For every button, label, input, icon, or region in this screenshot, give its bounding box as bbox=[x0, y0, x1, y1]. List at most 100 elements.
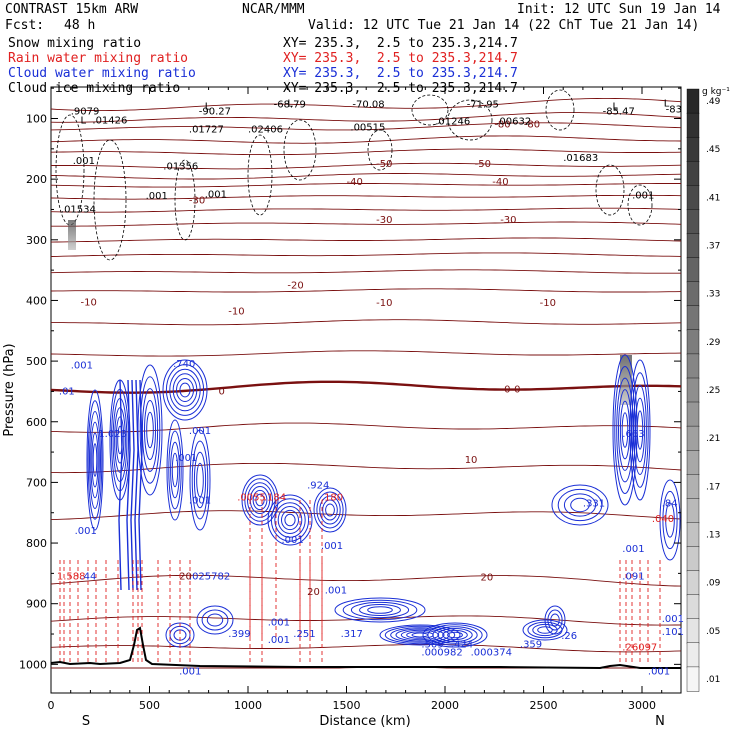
colorbar-segment bbox=[686, 209, 700, 235]
y-tick-label: 200 bbox=[26, 173, 47, 186]
isotherm-label: -30 bbox=[500, 215, 516, 226]
extremum-label: .331 bbox=[583, 499, 605, 510]
cloud-water-contour bbox=[395, 628, 445, 642]
isotherm-label: -10 bbox=[376, 298, 392, 309]
cloud-water-contour bbox=[635, 397, 645, 463]
cloud-water-contour bbox=[141, 388, 159, 472]
colorbar-label: .49 bbox=[706, 97, 721, 107]
extremum-label: .01 bbox=[59, 387, 75, 398]
isotherm-line bbox=[50, 148, 682, 156]
org-label: NCAR/MMM bbox=[242, 2, 305, 17]
cloud-water-contour bbox=[112, 398, 128, 482]
colorbar-segment bbox=[686, 136, 700, 162]
colorbar-label: .29 bbox=[706, 338, 721, 348]
extremum-label: .001 bbox=[189, 426, 211, 437]
isotherm-line bbox=[51, 162, 682, 170]
cloud-water-contour bbox=[316, 491, 344, 529]
field-xy-snow: XY= 235.3, 2.5 to 235.3,214.7 bbox=[283, 36, 518, 51]
cloud-water-contour bbox=[176, 378, 194, 402]
colorbar-label: .05 bbox=[706, 627, 720, 637]
rain-contours bbox=[59, 500, 661, 665]
extremum-label: .01683 bbox=[563, 153, 598, 164]
y-tick-label: 800 bbox=[26, 537, 47, 550]
field-xy-cloud-water: XY= 235.3, 2.5 to 235.3,214.7 bbox=[283, 66, 518, 81]
cloud-water-contour bbox=[659, 479, 681, 561]
colorbar-segment bbox=[686, 233, 700, 259]
colorbar-segment bbox=[686, 498, 700, 524]
cloud-water-contour bbox=[89, 411, 101, 509]
cloud-water-contour bbox=[92, 443, 98, 477]
isotherm-label: -80 bbox=[524, 120, 540, 131]
cloud-water-contour bbox=[544, 605, 566, 635]
extremum-label: .001 bbox=[648, 667, 670, 678]
extremum-label: -85.47 bbox=[603, 106, 635, 117]
extremum-label: .01246 bbox=[435, 117, 470, 128]
colorbar-segment bbox=[686, 377, 700, 403]
isotherm-line bbox=[50, 237, 682, 243]
colorbar-segment bbox=[686, 281, 700, 307]
cloud-water-contour bbox=[334, 597, 426, 623]
isotherm-label: -80 bbox=[494, 120, 510, 131]
extremum-label: .025782 bbox=[189, 571, 230, 582]
isotherm-line bbox=[50, 173, 682, 180]
colorbar-segment bbox=[686, 88, 700, 114]
cloud-water-contour bbox=[621, 412, 629, 448]
extremum-label: L bbox=[205, 101, 211, 112]
y-tick-label: 1000 bbox=[19, 658, 47, 671]
cloud-water-contour bbox=[201, 609, 229, 631]
extremum-label: .001 bbox=[189, 496, 211, 507]
extremum-label: .001 bbox=[282, 535, 304, 546]
extremum-label: .509 bbox=[421, 639, 443, 650]
cloud-water-contour bbox=[557, 488, 603, 522]
extremum-label: .001 bbox=[321, 541, 343, 552]
isotherm-line bbox=[50, 97, 682, 112]
cloud-water-contour bbox=[570, 497, 590, 513]
extremum-label: L bbox=[287, 98, 293, 109]
extremum-label: .001 bbox=[325, 585, 347, 596]
x-tick-label: 500 bbox=[139, 699, 160, 712]
isotherm-line bbox=[50, 269, 681, 274]
cloud-water-contour bbox=[179, 382, 191, 398]
cloud-water-contour bbox=[114, 407, 126, 473]
isotherm-line bbox=[50, 288, 682, 293]
fcst-value: 48 h bbox=[64, 18, 96, 33]
snow-contour bbox=[411, 94, 449, 126]
cloud-water-contour bbox=[281, 509, 299, 531]
cloud-water-contour bbox=[134, 379, 139, 591]
cloud-water-contour bbox=[400, 629, 440, 641]
isotherm-line bbox=[50, 643, 682, 653]
isotherm-line bbox=[51, 319, 682, 326]
extremum-label: .01356 bbox=[163, 161, 198, 172]
colorbar-label: .13 bbox=[706, 531, 720, 541]
cloud-water-contour bbox=[126, 379, 131, 591]
cloud-water-contour bbox=[86, 389, 104, 531]
cloud-water-contour bbox=[206, 613, 224, 627]
extremum-label: .740 bbox=[173, 359, 195, 370]
y-tick-label: 900 bbox=[26, 598, 47, 611]
cloud-water-contour bbox=[342, 599, 418, 621]
isotherm-line bbox=[50, 615, 681, 626]
cloud-water-contour bbox=[633, 385, 647, 475]
extremum-label: .0055 bbox=[237, 493, 266, 504]
isotherm-line bbox=[50, 122, 682, 131]
cloud-water-contours bbox=[86, 354, 681, 648]
cloud-water-contour bbox=[255, 493, 265, 507]
extremum-label: .001 bbox=[268, 635, 290, 646]
colorbar-segment bbox=[686, 522, 700, 548]
cloud-water-contour bbox=[629, 359, 651, 501]
snow-contour bbox=[447, 99, 493, 141]
extremum-label: .040 bbox=[652, 514, 674, 525]
extremum-label: -68.79 bbox=[274, 100, 306, 111]
extremum-label: .001 bbox=[71, 360, 93, 371]
extremum-label: .02406 bbox=[248, 124, 283, 135]
colorbar-label: .45 bbox=[706, 145, 720, 155]
cloud-water-contour bbox=[196, 462, 204, 498]
cloud-water-contour bbox=[442, 629, 468, 641]
colorbar-segment bbox=[686, 401, 700, 427]
cloud-water-contour bbox=[537, 626, 553, 634]
end-label-left: S bbox=[82, 714, 90, 729]
extremum-label: L bbox=[81, 115, 87, 126]
colorbar-label: .25 bbox=[706, 386, 720, 396]
